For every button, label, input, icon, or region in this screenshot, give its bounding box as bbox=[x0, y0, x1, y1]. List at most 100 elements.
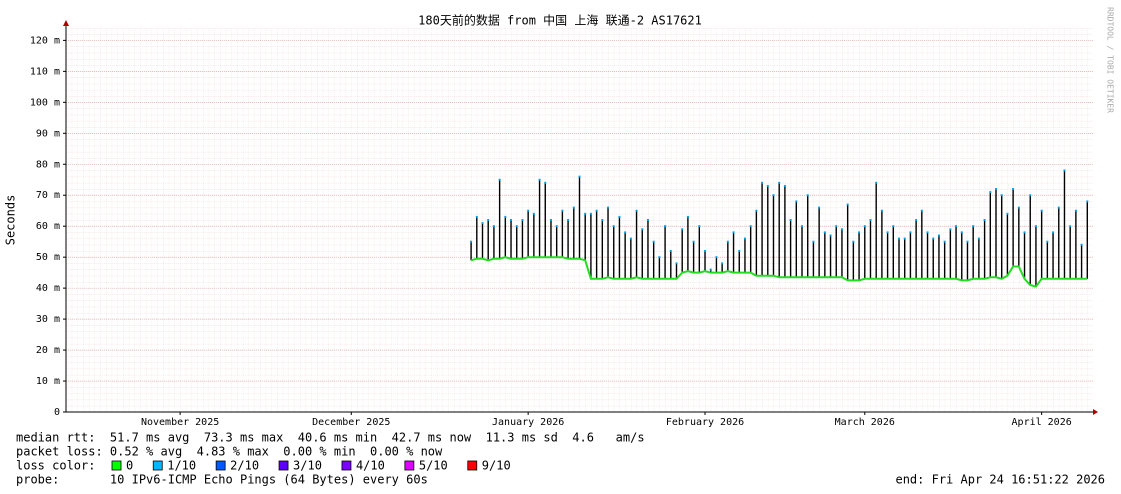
x-arrow bbox=[1093, 409, 1098, 415]
median-dot bbox=[504, 215, 507, 218]
y-tick-label: 80 m bbox=[36, 159, 60, 170]
median-dot bbox=[658, 256, 661, 259]
median-dot bbox=[880, 209, 883, 212]
median-dot bbox=[629, 237, 632, 240]
median-dot bbox=[755, 209, 758, 212]
side-note: RRDTOOL / TOBI OETIKER bbox=[1106, 7, 1115, 113]
loss-label: loss color: bbox=[16, 459, 95, 473]
y-tick-label: 90 m bbox=[36, 128, 60, 139]
median-dot bbox=[1069, 225, 1072, 228]
y-tick-label: 50 m bbox=[36, 252, 60, 263]
y-axis-label: Seconds bbox=[4, 195, 18, 246]
median-dot bbox=[721, 262, 724, 265]
median-dot bbox=[801, 225, 804, 228]
median-dot bbox=[898, 237, 901, 240]
median-dot bbox=[538, 178, 541, 181]
median-dot bbox=[1034, 225, 1037, 228]
median-dot bbox=[635, 209, 638, 212]
median-dot bbox=[698, 225, 701, 228]
median-dot bbox=[726, 240, 729, 243]
x-tick-label: January 2026 bbox=[492, 417, 564, 428]
median-dot bbox=[795, 200, 798, 203]
median-dot bbox=[681, 228, 684, 231]
median-dot bbox=[487, 219, 490, 221]
median-dot bbox=[846, 203, 849, 206]
median-dot bbox=[646, 219, 649, 221]
median-dot bbox=[743, 237, 746, 240]
median-dot bbox=[669, 249, 672, 252]
median-dot bbox=[595, 209, 598, 212]
median-dot bbox=[686, 215, 689, 218]
loss-legend-label: 4/10 bbox=[356, 459, 385, 473]
median-dot bbox=[869, 219, 872, 221]
y-tick-label: 70 m bbox=[36, 190, 60, 201]
median-dot bbox=[544, 181, 547, 184]
median-dot bbox=[492, 225, 495, 228]
median-dot bbox=[812, 240, 815, 243]
loss-swatch bbox=[152, 460, 163, 471]
loss-swatch bbox=[467, 460, 478, 471]
y-tick-label: 40 m bbox=[36, 283, 60, 294]
median-dot bbox=[578, 175, 581, 178]
median-dot bbox=[561, 209, 564, 212]
median-dot bbox=[584, 212, 587, 215]
loss-legend-label: 0 bbox=[126, 459, 133, 473]
median-dot bbox=[903, 237, 906, 240]
median-dot bbox=[527, 209, 530, 212]
median-dot bbox=[612, 225, 615, 228]
median-dot bbox=[840, 228, 843, 231]
median-dot bbox=[818, 206, 821, 209]
stats-line: median rtt: 51.7 ms avg 73.3 ms max 40.6… bbox=[16, 431, 645, 445]
median-dot bbox=[1080, 243, 1083, 246]
median-dot bbox=[858, 231, 861, 234]
loss-line bbox=[470, 256, 1088, 288]
loss-swatch bbox=[341, 460, 352, 471]
median-dot bbox=[761, 181, 764, 184]
median-dot bbox=[806, 194, 809, 197]
median-dot bbox=[664, 225, 667, 228]
median-dot bbox=[709, 268, 712, 271]
median-dot bbox=[704, 249, 707, 252]
median-dot bbox=[481, 222, 484, 225]
median-dot bbox=[549, 219, 552, 221]
loss-legend-label: 1/10 bbox=[167, 459, 196, 473]
median-dot bbox=[1040, 209, 1043, 212]
median-dot bbox=[966, 240, 969, 243]
median-dot bbox=[498, 178, 501, 181]
stats-line: packet loss: 0.52 % avg 4.83 % max 0.00 … bbox=[16, 445, 443, 459]
median-dot bbox=[875, 181, 878, 184]
median-dot bbox=[915, 219, 918, 221]
loss-swatch bbox=[111, 460, 122, 471]
median-dot bbox=[1086, 200, 1089, 203]
y-tick-label: 60 m bbox=[36, 221, 60, 232]
loss-swatch bbox=[215, 460, 226, 471]
x-tick-label: March 2026 bbox=[835, 417, 895, 428]
y-tick-label: 30 m bbox=[36, 314, 60, 325]
y-tick-label: 0 bbox=[54, 407, 60, 418]
median-dot bbox=[943, 240, 946, 243]
median-dot bbox=[510, 219, 513, 221]
median-dot bbox=[532, 212, 535, 215]
y-tick-label: 120 m bbox=[30, 35, 60, 46]
median-dot bbox=[652, 240, 655, 243]
median-dot bbox=[572, 206, 575, 209]
median-dot bbox=[829, 234, 832, 237]
median-dot bbox=[1046, 240, 1049, 243]
median-dot bbox=[1029, 194, 1032, 197]
median-dot bbox=[641, 228, 644, 231]
y-tick-label: 10 m bbox=[36, 376, 60, 387]
loss-legend-label: 9/10 bbox=[482, 459, 511, 473]
median-dot bbox=[515, 225, 518, 228]
y-tick-label: 20 m bbox=[36, 345, 60, 356]
median-dot bbox=[692, 240, 695, 243]
loss-legend-label: 5/10 bbox=[419, 459, 448, 473]
median-dot bbox=[601, 219, 604, 221]
median-dot bbox=[1023, 231, 1026, 234]
median-dot bbox=[1000, 194, 1003, 197]
x-tick-label: November 2025 bbox=[141, 417, 219, 428]
end-time: end: Fri Apr 24 16:51:22 2026 bbox=[895, 473, 1105, 487]
median-dot bbox=[1017, 206, 1020, 209]
chart-title: 180天前的数据 from 中国 上海 联通-2 AS17621 bbox=[418, 13, 702, 28]
median-dot bbox=[618, 215, 621, 218]
median-dot bbox=[778, 181, 781, 184]
